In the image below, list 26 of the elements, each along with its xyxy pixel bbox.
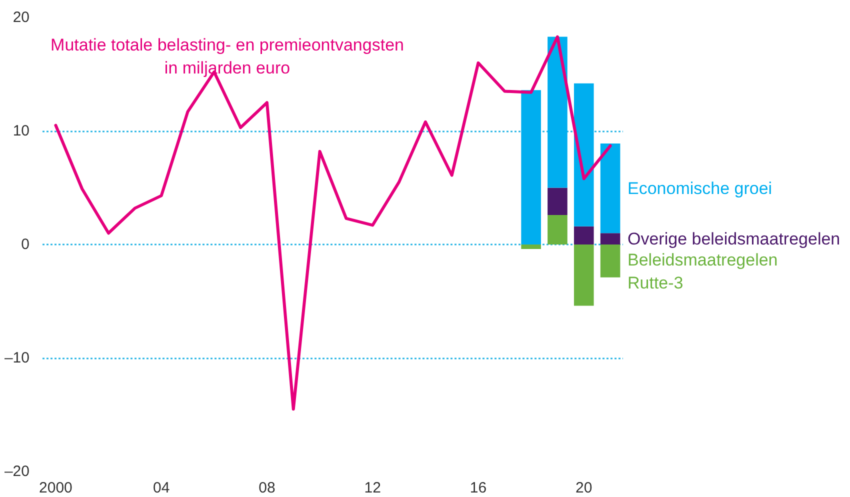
bar — [521, 244, 541, 250]
bar — [548, 188, 568, 215]
y-tick-label: 10 — [12, 122, 30, 140]
bar — [600, 244, 620, 278]
x-tick-label: 04 — [153, 480, 170, 496]
bar — [574, 83, 594, 226]
bar — [574, 244, 594, 306]
y-tick-label: –20 — [4, 463, 30, 480]
bar — [600, 143, 620, 234]
series-label: Overige beleidsmaatregelen — [628, 229, 840, 248]
bar — [521, 90, 541, 244]
x-tick-label: 12 — [364, 480, 381, 496]
series-label: Mutatie totale belasting- en premieontvangsten in miljarden euro — [50, 36, 404, 78]
x-tick-label: 08 — [258, 480, 276, 496]
y-tick-label: –10 — [4, 350, 30, 366]
bar — [574, 226, 594, 244]
y-tick-label: 20 — [12, 9, 30, 26]
y-tick-label: 0 — [21, 236, 30, 253]
bar — [548, 214, 568, 244]
x-tick-label: 2000 — [39, 480, 72, 496]
bar — [548, 36, 568, 188]
bar — [600, 233, 620, 244]
series-label: Beleidsmaatregelen Rutte-3 — [628, 250, 778, 292]
x-tick-label: 20 — [576, 480, 592, 496]
x-tick-label: 16 — [470, 480, 487, 496]
series-label: Economische groei — [628, 178, 772, 198]
